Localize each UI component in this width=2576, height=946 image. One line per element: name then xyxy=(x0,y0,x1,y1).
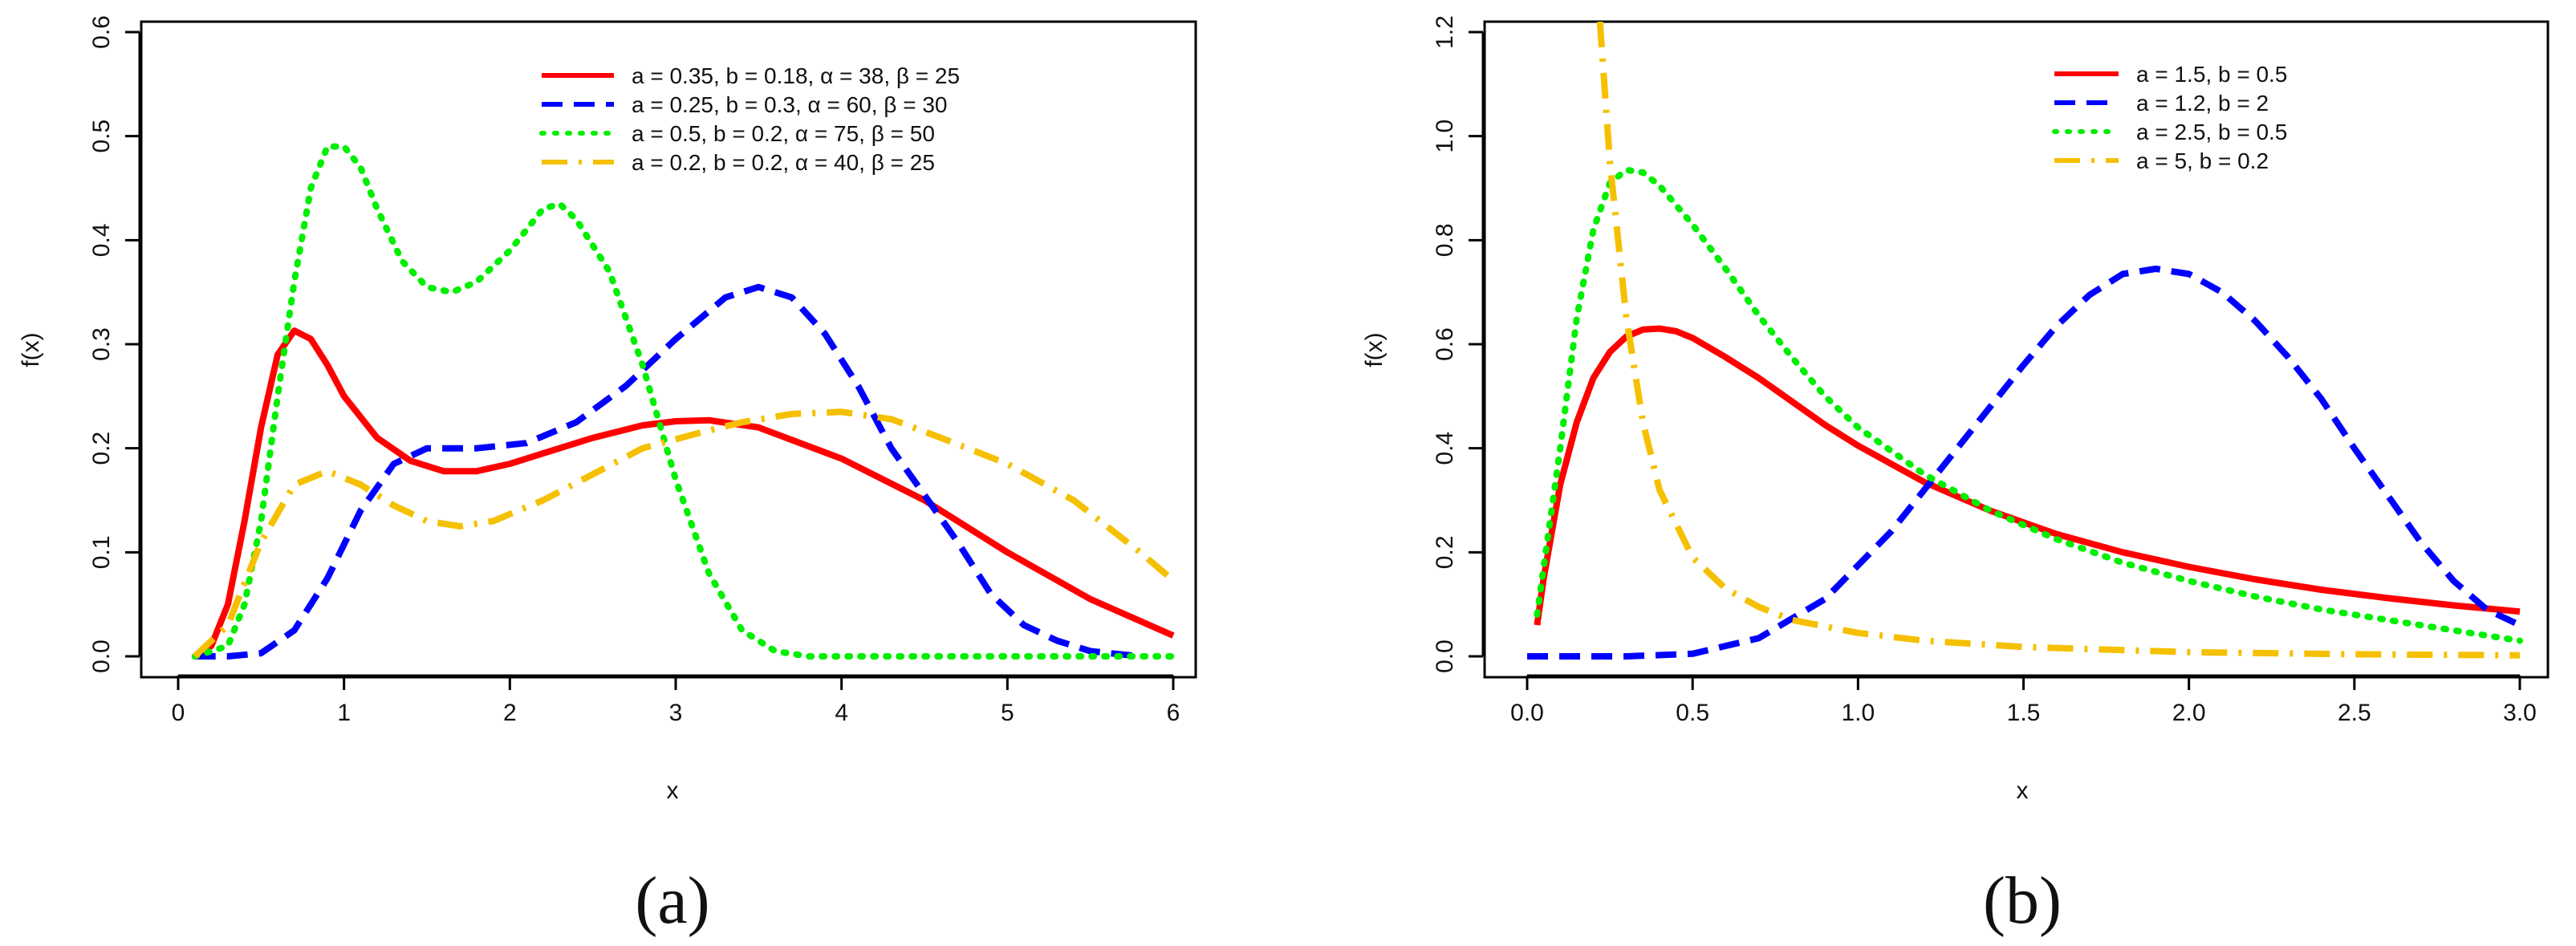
x-tick-label: 2 xyxy=(503,700,517,726)
y-axis-ticks: 0.0 0.1 0.2 0.3 0.4 0.5 0.6 xyxy=(88,15,141,673)
plot-frame xyxy=(1483,20,2550,679)
series-line xyxy=(191,143,1176,660)
x-tick-label: 2.0 xyxy=(2172,700,2206,726)
series-line xyxy=(1534,166,2523,644)
x-tick-label: 1.5 xyxy=(2007,700,2041,726)
legend-label: a = 0.25, b = 0.3, α = 60, β = 30 xyxy=(632,92,947,117)
x-tick-label: 6 xyxy=(1167,700,1180,726)
y-tick-label: 0.4 xyxy=(1432,432,1458,465)
chart-panel-a: 0 1 2 3 4 5 6 0.0 0.1 0.2 0.3 0.4 0.5 0.6 x f(x) a =… xyxy=(18,15,1197,938)
series-line xyxy=(194,283,1141,660)
series-group xyxy=(191,143,1176,660)
series-line xyxy=(1534,325,2521,626)
panel-label-a: (a) xyxy=(635,863,709,938)
y-tick-label: 0.4 xyxy=(88,223,115,257)
legend-label: a = 0.35, b = 0.18, α = 38, β = 25 xyxy=(632,63,960,88)
y-axis-label: f(x) xyxy=(1361,332,1388,367)
legend: a = 0.35, b = 0.18, α = 38, β = 25 a = 0.… xyxy=(539,63,960,175)
y-tick-label: 1.0 xyxy=(1432,120,1458,153)
y-tick-label: 0.1 xyxy=(88,535,115,569)
x-tick-label: 3.0 xyxy=(2503,700,2537,726)
series-line xyxy=(1527,266,2521,660)
x-tick-label: 1.0 xyxy=(1841,700,1875,726)
panel-label-b: (b) xyxy=(1983,863,2062,938)
x-tick-label: 0 xyxy=(172,700,185,726)
x-tick-label: 2.5 xyxy=(2338,700,2371,726)
x-tick-label: 3 xyxy=(669,700,683,726)
y-tick-label: 0.6 xyxy=(88,15,115,49)
y-axis-label: f(x) xyxy=(18,332,44,367)
y-tick-label: 1.2 xyxy=(1432,15,1458,49)
legend: a = 1.5, b = 0.5 a = 1.2, b = 2 a = 2.5, b… xyxy=(2052,62,2287,173)
legend-label: a = 0.2, b = 0.2, α = 40, β = 25 xyxy=(632,150,935,175)
x-axis-label: x xyxy=(667,778,679,804)
y-tick-label: 0.0 xyxy=(88,639,115,673)
y-tick-label: 0.2 xyxy=(1432,535,1458,569)
x-axis-ticks: 0 1 2 3 4 5 6 xyxy=(172,674,1180,726)
x-axis-label: x xyxy=(2017,778,2029,804)
legend-label: a = 5, b = 0.2 xyxy=(2136,148,2269,173)
y-tick-label: 0.6 xyxy=(1432,327,1458,361)
y-tick-label: 0.8 xyxy=(1432,223,1458,257)
y-tick-label: 0.5 xyxy=(88,120,115,153)
legend-label: a = 2.5, b = 0.5 xyxy=(2136,120,2287,144)
legend-label: a = 1.2, b = 2 xyxy=(2136,91,2269,116)
series-line xyxy=(1596,22,2521,659)
x-axis-ticks: 0.0 0.5 1.0 1.5 2.0 2.5 3.0 xyxy=(1510,674,2537,726)
series-group xyxy=(1527,22,2523,660)
y-tick-label: 0.3 xyxy=(88,327,115,361)
series-line xyxy=(193,327,1175,660)
x-tick-label: 5 xyxy=(1001,700,1014,726)
y-tick-label: 0.2 xyxy=(88,432,115,465)
series-line xyxy=(192,408,1176,659)
x-tick-label: 4 xyxy=(835,700,848,726)
x-tick-label: 1 xyxy=(337,700,351,726)
y-tick-label: 0.0 xyxy=(1432,639,1458,673)
x-tick-label: 0.0 xyxy=(1510,700,1544,726)
plot-frame xyxy=(140,20,1197,679)
legend-label: a = 1.5, b = 0.5 xyxy=(2136,62,2287,87)
chart-panel-b: 0.0 0.5 1.0 1.5 2.0 2.5 3.0 0.0 0.2 0.4 0.6 0.8 1.0… xyxy=(1361,15,2550,938)
x-tick-label: 0.5 xyxy=(1676,700,1709,726)
y-axis-ticks: 0.0 0.2 0.4 0.6 0.8 1.0 1.2 xyxy=(1432,15,1485,673)
legend-label: a = 0.5, b = 0.2, α = 75, β = 50 xyxy=(632,121,935,146)
